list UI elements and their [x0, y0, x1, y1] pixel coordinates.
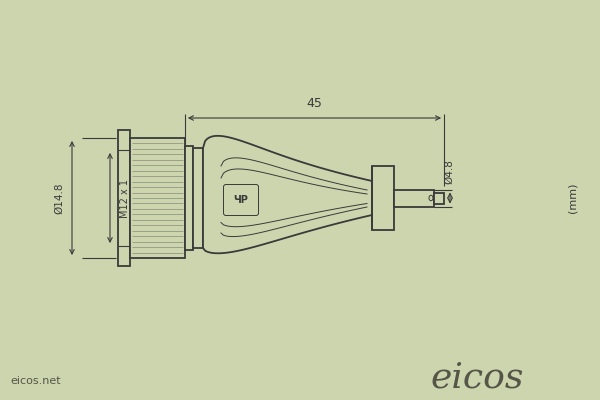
Text: Ø4.8: Ø4.8	[444, 159, 454, 184]
Text: (mm): (mm)	[567, 183, 577, 213]
Bar	[185, 146, 193, 250]
Text: 45: 45	[307, 97, 322, 110]
Bar	[394, 190, 434, 206]
Bar	[372, 166, 394, 230]
Text: eicos: eicos	[430, 360, 523, 394]
Text: ЧP: ЧP	[233, 195, 248, 205]
FancyBboxPatch shape	[224, 184, 259, 216]
Polygon shape	[203, 136, 372, 253]
Text: M12 x 1: M12 x 1	[120, 178, 130, 218]
Bar	[193, 148, 203, 248]
Ellipse shape	[429, 195, 433, 201]
Bar	[130, 138, 185, 258]
Bar	[118, 130, 130, 266]
Bar	[434, 192, 444, 204]
Text: eicos.net: eicos.net	[10, 376, 61, 386]
Text: Ø14.8: Ø14.8	[54, 182, 64, 214]
